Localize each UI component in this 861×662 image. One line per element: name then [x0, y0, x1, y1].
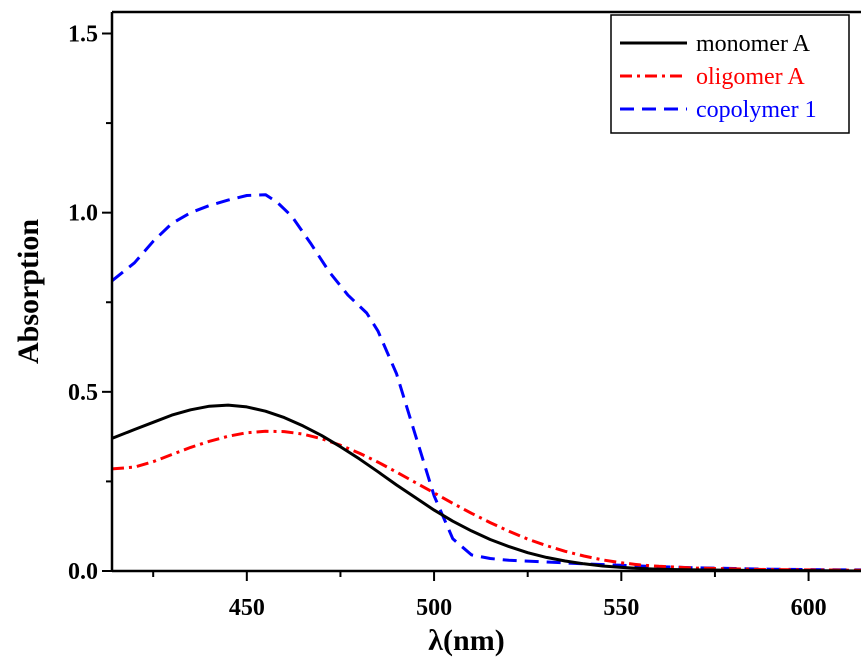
series-line-monomer-a [112, 403, 861, 571]
legend: monomer A oligomer A copolymer 1 [610, 14, 850, 134]
x-tick-label: 500 [416, 595, 452, 621]
y-tick-label: 1.5 [68, 22, 98, 48]
x-tick-label: 600 [791, 595, 827, 621]
x-tick-label: 550 [603, 595, 639, 621]
y-tick-label: 0.0 [68, 559, 98, 585]
legend-box [610, 14, 850, 134]
series-layer [112, 193, 861, 571]
x-tick-label: 450 [229, 595, 265, 621]
y-tick-label: 1.0 [68, 201, 98, 227]
x-axis-title: λ(nm) [428, 624, 504, 657]
series-line-oligomer-a [112, 429, 861, 571]
y-axis-title: Absorption [12, 219, 45, 364]
y-tick-label: 0.5 [68, 380, 98, 406]
labels-layer: 450 500 550 600 0.0 0.5 1.0 1.5 λ(nm) Absorption [12, 22, 827, 658]
legend-label: monomer A [696, 31, 811, 57]
series-line-copolymer-1 [112, 193, 861, 571]
legend-label: copolymer 1 [696, 97, 817, 123]
legend-label: oligomer A [696, 64, 805, 90]
axes-layer [102, 10, 861, 581]
